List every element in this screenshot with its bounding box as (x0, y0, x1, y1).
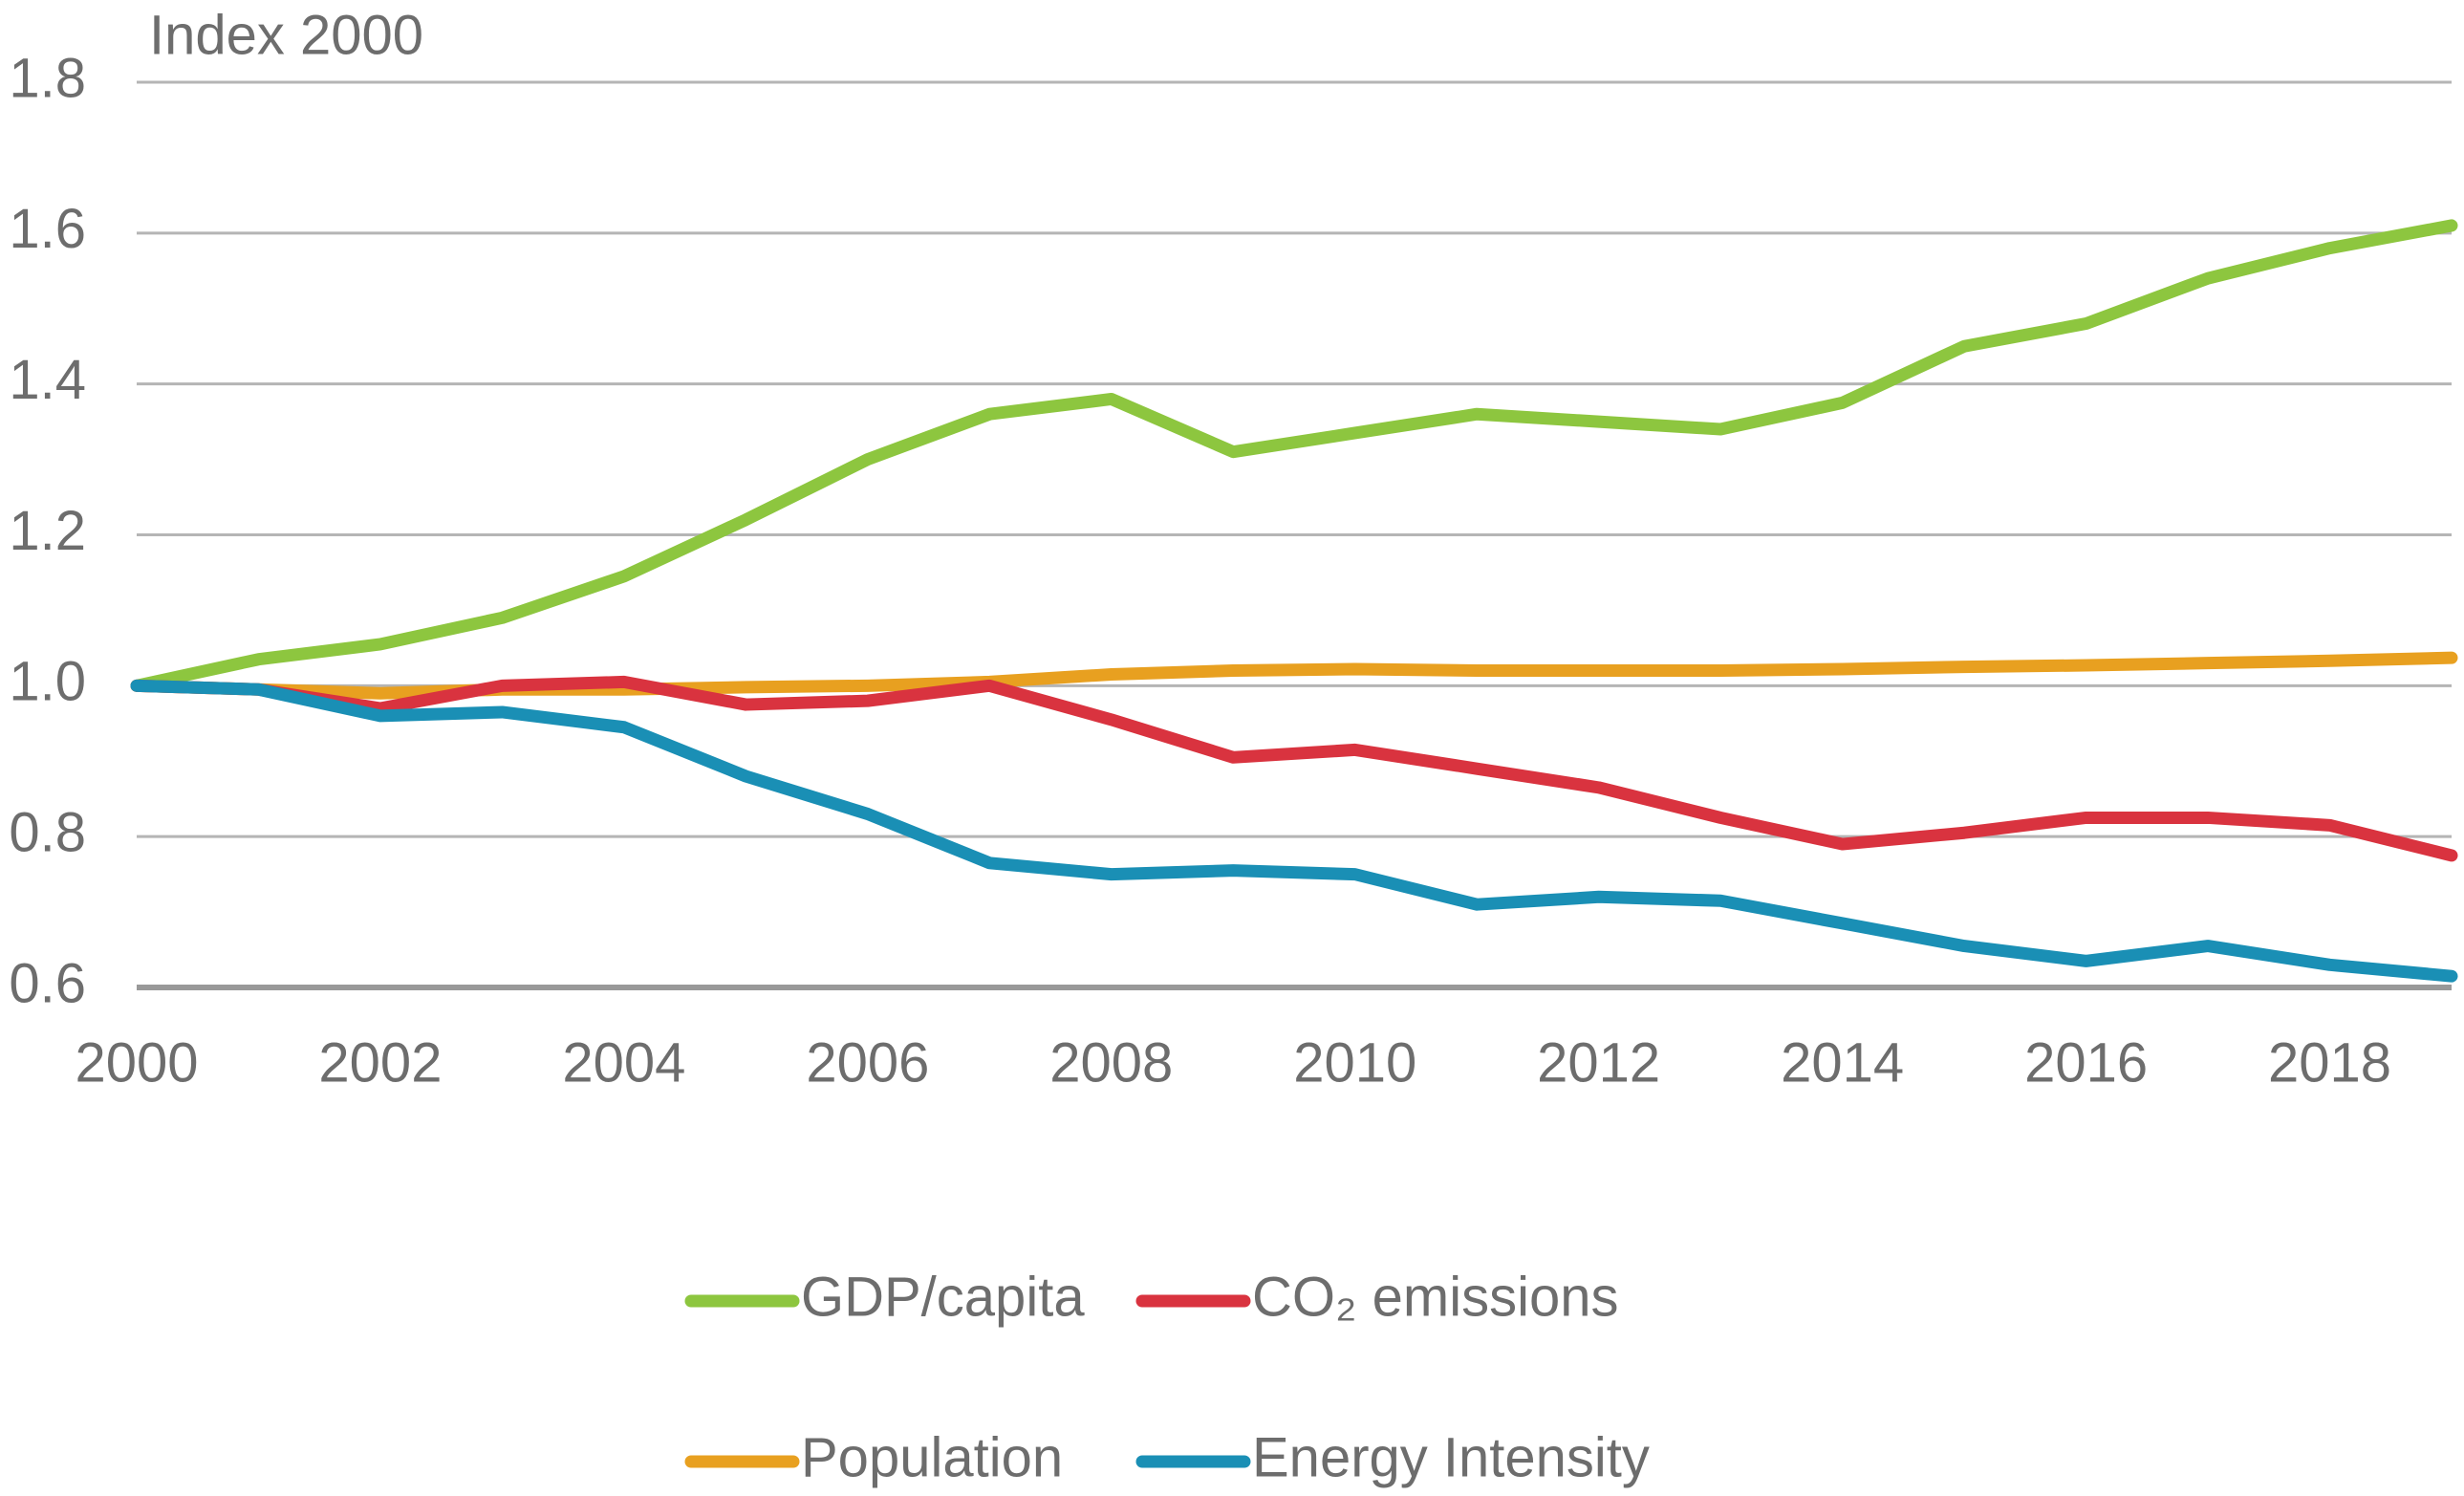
x-tick-label: 2012 (1537, 1031, 1660, 1094)
x-tick-label: 2008 (1049, 1031, 1173, 1094)
x-tick-label: 2004 (562, 1031, 685, 1094)
x-tick-label: 2010 (1293, 1031, 1416, 1094)
y-tick-label: 1.0 (9, 651, 86, 713)
y-tick-label: 0.6 (9, 952, 86, 1014)
legend-label: GDP/capita (801, 1266, 1085, 1328)
legend-label: CO₂ emissions (1252, 1266, 1619, 1328)
x-tick-label: 2006 (806, 1031, 929, 1094)
series-line (130, 675, 2458, 862)
x-tick-label: 2002 (318, 1031, 442, 1094)
y-axis-label: Index 2000 (149, 4, 423, 66)
series-line (130, 679, 2458, 983)
legend-label: Population (801, 1426, 1063, 1488)
legend-label: Energy Intensity (1252, 1426, 1650, 1488)
y-tick-label: 0.8 (9, 801, 86, 863)
y-tick-label: 1.6 (9, 198, 86, 260)
y-tick-label: 1.2 (9, 500, 86, 562)
x-tick-label: 2016 (2024, 1031, 2148, 1094)
y-tick-label: 1.8 (9, 47, 86, 109)
y-tick-label: 1.4 (9, 349, 86, 411)
x-tick-label: 2000 (75, 1031, 198, 1094)
series-line (130, 219, 2458, 692)
x-tick-label: 2014 (1781, 1031, 1904, 1094)
x-tick-label: 2018 (2268, 1031, 2391, 1094)
